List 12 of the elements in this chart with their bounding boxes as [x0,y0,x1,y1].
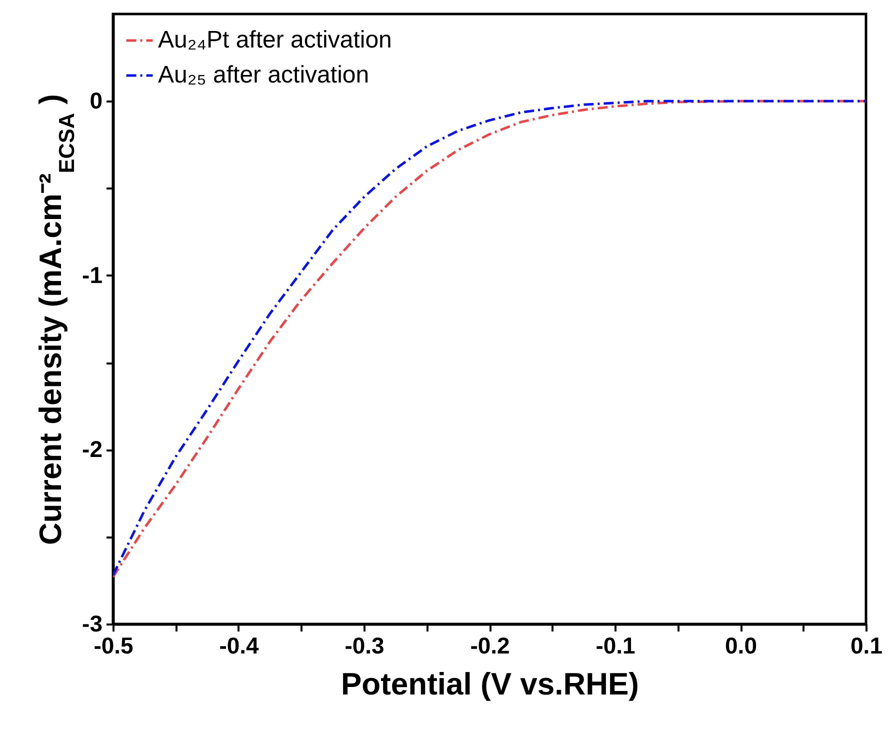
x-tick-label: -0.4 [219,632,260,658]
x-tick-label: -0.2 [470,632,510,658]
x-axis-title: Potential (V vs.RHE) [341,666,639,702]
y-tick-label: 0 [90,88,102,114]
x-tick-label: 0.0 [725,632,757,658]
x-tick-label: 0.1 [850,632,883,658]
legend-label: Au₂₄Pt after activation [158,26,392,54]
y-tick-label: -1 [82,262,103,288]
x-tick-label: -0.3 [344,632,384,658]
x-tick-label: -0.1 [596,632,636,658]
y-tick-label: -2 [82,436,102,462]
legend-label: Au₂₅ after activation [158,62,370,88]
